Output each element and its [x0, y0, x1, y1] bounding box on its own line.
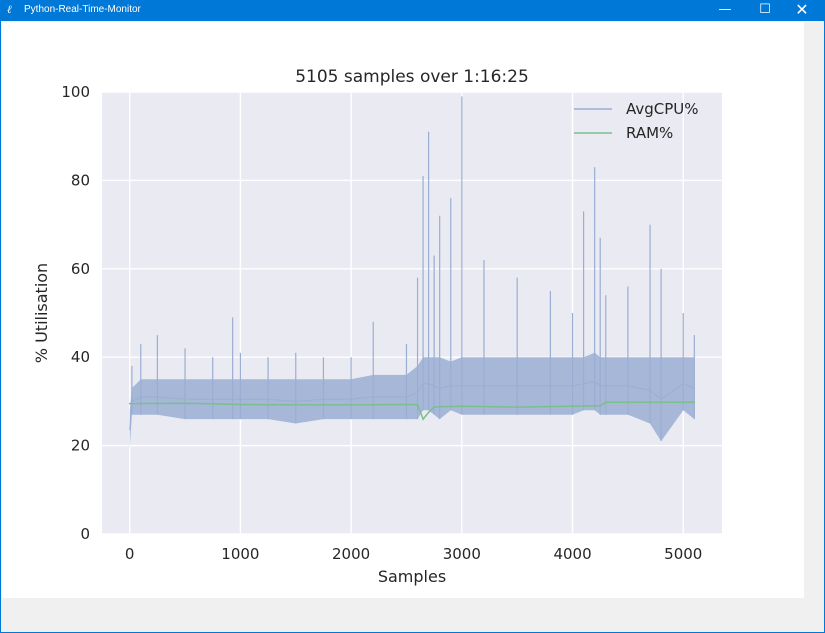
- chart-canvas: 0 1000 2000 3000 4000 5000 0 20 40 60 80 100 5105 s…: [2, 22, 804, 598]
- x-tick-label: 4000: [553, 545, 591, 563]
- legend-label: AvgCPU%: [626, 100, 699, 118]
- ram-point: [572, 405, 574, 407]
- plot-area: [102, 92, 722, 534]
- window-title: Python-Real-Time-Monitor: [24, 4, 141, 15]
- ram-point: [461, 405, 463, 407]
- y-tick-label: 40: [71, 348, 90, 366]
- ram-point: [129, 403, 131, 405]
- y-tick-label: 0: [80, 525, 90, 543]
- chart-svg: 0 1000 2000 3000 4000 5000 0 20 40 60 80 100 5105 s…: [2, 22, 804, 598]
- ram-point: [605, 401, 607, 403]
- x-tick-label: 1000: [221, 545, 259, 563]
- ram-point: [694, 401, 696, 403]
- y-tick-label: 60: [71, 260, 90, 278]
- close-button[interactable]: ✕: [782, 0, 822, 21]
- ram-point: [295, 404, 297, 406]
- y-tick-label: 100: [61, 83, 90, 101]
- ram-point: [682, 401, 684, 403]
- legend-label: RAM%: [626, 124, 673, 142]
- ram-point: [240, 404, 242, 406]
- y-tick-label: 80: [71, 171, 90, 189]
- window-border-left: [0, 21, 1, 633]
- ram-point: [516, 406, 518, 408]
- feather-icon: ℓ: [7, 3, 12, 16]
- minimize-button[interactable]: —: [705, 0, 745, 21]
- x-axis-label: Samples: [378, 567, 446, 586]
- ram-point: [433, 406, 435, 408]
- ram-point: [599, 405, 601, 407]
- ram-point: [428, 412, 430, 414]
- ram-point: [184, 402, 186, 404]
- chart-title: 5105 samples over 1:16:25: [295, 67, 529, 87]
- ram-point: [439, 406, 441, 408]
- ram-point: [406, 404, 408, 406]
- x-tick-label: 2000: [332, 545, 370, 563]
- maximize-button[interactable]: ☐: [745, 0, 785, 21]
- x-tick-label: 3000: [443, 545, 481, 563]
- ram-point: [422, 418, 424, 420]
- x-tick-label: 0: [125, 545, 135, 563]
- title-bar[interactable]: ℓ Python-Real-Time-Monitor — ☐ ✕: [0, 0, 825, 21]
- y-tick-label: 20: [71, 437, 90, 455]
- ram-point: [417, 404, 419, 406]
- ram-point: [350, 404, 352, 406]
- y-axis-label: % Utilisation: [32, 263, 51, 363]
- x-tick-label: 5000: [664, 545, 702, 563]
